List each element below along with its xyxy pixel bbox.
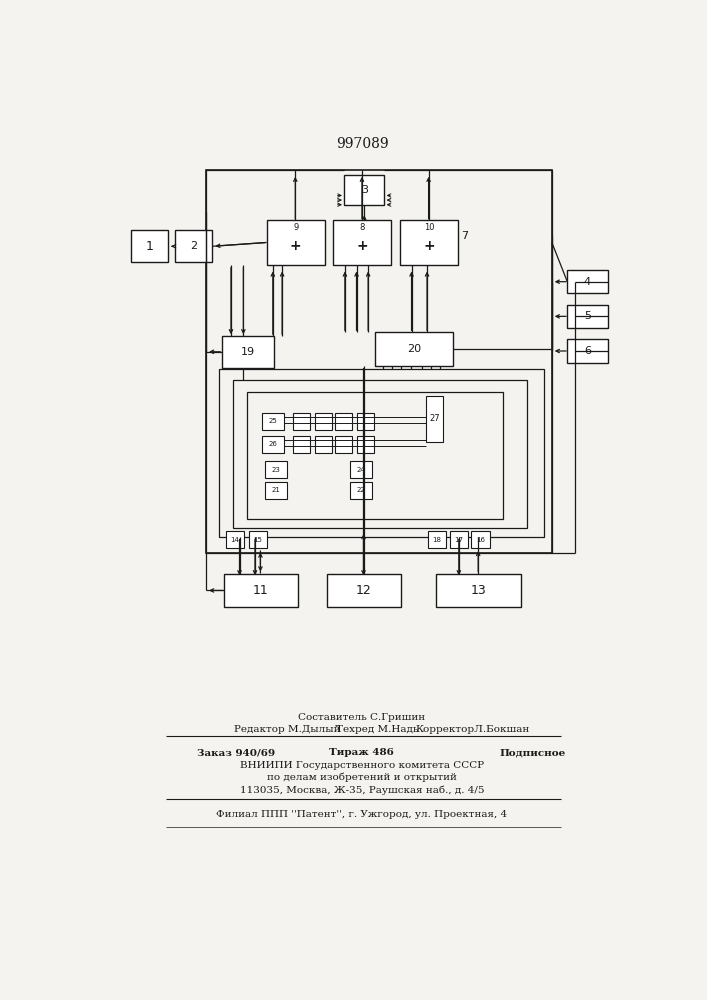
Text: 3: 3 [361, 185, 368, 195]
Text: 22: 22 [357, 487, 366, 493]
Bar [333, 220, 392, 265]
Text: Редактор М.Дылый: Редактор М.Дылый [234, 725, 341, 734]
Bar [567, 305, 607, 328]
Bar [400, 220, 458, 265]
Bar [356, 413, 373, 430]
Bar [327, 574, 401, 607]
Bar [265, 482, 287, 499]
Bar [428, 531, 446, 548]
Text: 20: 20 [407, 344, 421, 354]
Bar [293, 413, 310, 430]
Text: 15: 15 [254, 537, 262, 543]
Text: 13: 13 [470, 584, 486, 597]
Text: 11: 11 [253, 584, 269, 597]
Text: Составитель С.Гришин: Составитель С.Гришин [298, 713, 426, 722]
Text: 8: 8 [360, 223, 365, 232]
Bar [206, 170, 552, 553]
Text: 26: 26 [269, 441, 277, 447]
Text: 7: 7 [461, 231, 468, 241]
Bar [222, 336, 274, 368]
Text: 6: 6 [584, 346, 591, 356]
Bar [567, 270, 607, 293]
Bar [335, 436, 352, 453]
Text: 9: 9 [293, 223, 298, 232]
Text: 27: 27 [429, 414, 440, 423]
Text: 24: 24 [357, 467, 366, 473]
Bar [450, 531, 468, 548]
Bar [267, 220, 325, 265]
Bar [426, 396, 443, 442]
Text: Техред М.Надь: Техред М.Надь [337, 725, 419, 734]
Text: Филиал ППП ''Патент'', г. Ужгород, ул. Проектная, 4: Филиал ППП ''Патент'', г. Ужгород, ул. П… [216, 810, 508, 819]
Text: 4: 4 [584, 277, 591, 287]
Bar [315, 436, 332, 453]
Text: 113035, Москва, Ж-35, Раушская наб., д. 4/5: 113035, Москва, Ж-35, Раушская наб., д. … [240, 785, 484, 795]
Text: по делам изобретений и открытий: по делам изобретений и открытий [267, 773, 457, 782]
Bar [265, 461, 287, 478]
Text: 17: 17 [455, 537, 463, 543]
Text: 1: 1 [146, 240, 153, 253]
Bar [356, 436, 373, 453]
Bar [351, 482, 372, 499]
Bar [351, 461, 372, 478]
Text: 18: 18 [433, 537, 442, 543]
Text: 14: 14 [230, 537, 239, 543]
Text: 997089: 997089 [336, 137, 388, 151]
Text: 5: 5 [584, 311, 591, 321]
Bar [375, 332, 452, 366]
Text: 21: 21 [271, 487, 281, 493]
Text: 2: 2 [190, 241, 197, 251]
Text: 23: 23 [271, 467, 281, 473]
Bar [567, 339, 607, 363]
Bar [293, 436, 310, 453]
Bar [344, 175, 385, 205]
Bar [335, 413, 352, 430]
Bar [175, 230, 212, 262]
Bar [218, 369, 544, 537]
Bar [262, 413, 284, 430]
Text: 12: 12 [356, 584, 372, 597]
Text: 16: 16 [476, 537, 485, 543]
Text: 10: 10 [423, 223, 434, 232]
Text: Подписное: Подписное [499, 748, 566, 757]
Text: КорректорЛ.Бокшан: КорректорЛ.Бокшан [416, 725, 530, 734]
Bar [472, 531, 490, 548]
Bar [262, 436, 284, 453]
Bar [249, 531, 267, 548]
Bar [224, 574, 298, 607]
Bar [233, 380, 527, 528]
Text: +: + [290, 239, 301, 253]
Text: Тираж 486: Тираж 486 [329, 748, 394, 757]
Text: ВНИИПИ Государственного комитета СССР: ВНИИПИ Государственного комитета СССР [240, 761, 484, 770]
Bar [315, 413, 332, 430]
Text: Заказ 940/69: Заказ 940/69 [197, 748, 275, 757]
Bar [226, 531, 244, 548]
Text: +: + [356, 239, 368, 253]
Bar [247, 392, 503, 519]
Bar [436, 574, 521, 607]
Text: 19: 19 [241, 347, 255, 357]
Text: +: + [423, 239, 435, 253]
Bar [131, 230, 168, 262]
Text: 25: 25 [269, 418, 277, 424]
